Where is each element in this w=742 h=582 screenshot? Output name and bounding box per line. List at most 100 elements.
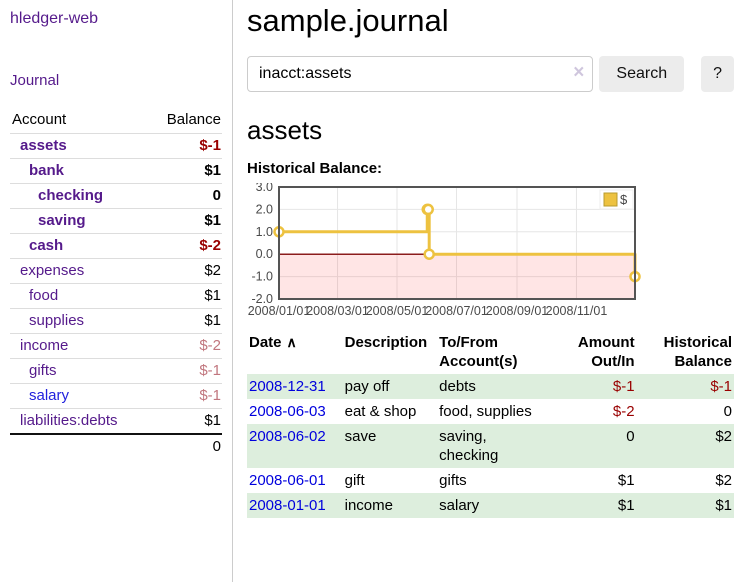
transaction-description: save	[338, 424, 434, 468]
accounts-total-row: 0	[10, 433, 222, 459]
transaction-balance: 0	[723, 403, 732, 420]
sort-asc-icon: ∧	[286, 334, 297, 350]
column-header-amount: Amount Out/In	[577, 334, 635, 370]
data-point-marker	[422, 203, 434, 216]
account-balance: $-1	[148, 133, 222, 159]
transaction-description: gift	[344, 472, 365, 489]
sidebar: hledger-web Journal Account Balance asse…	[0, 0, 233, 582]
help-button[interactable]: ?	[701, 56, 734, 92]
accounts-table: Account Balance assets $-1 bank $1 checking 0…	[10, 107, 222, 459]
transaction-date-link[interactable]: 2008-06-03	[249, 403, 326, 420]
accounts-header-account: Account	[12, 111, 67, 128]
transaction-description: pay off	[338, 374, 434, 399]
transaction-row: 2008-12-31 pay off debts $-1 $-1	[247, 374, 734, 399]
account-balance: $-1	[148, 358, 222, 384]
page-title: sample.journal	[247, 3, 449, 38]
account-link[interactable]: salary	[29, 387, 70, 404]
transaction-balance: $2	[715, 472, 732, 489]
account-row: supplies $1	[10, 308, 222, 334]
account-row: liabilities:debts $1	[10, 408, 222, 434]
account-title: assets	[247, 115, 323, 145]
data-point-marker	[423, 248, 435, 260]
account-row: expenses $2	[10, 258, 222, 284]
transaction-accounts: saving, checking	[433, 424, 565, 468]
clear-search-icon[interactable]: ×	[573, 62, 585, 83]
transaction-description: income	[338, 493, 434, 518]
accounts-total-value: 0	[148, 433, 222, 459]
transaction-date-link[interactable]: 2008-01-01	[249, 497, 326, 514]
transaction-amount: $-1	[564, 374, 641, 399]
account-balance: $1	[148, 408, 222, 434]
account-balance: 0	[148, 183, 222, 209]
transaction-accounts: gifts	[439, 472, 467, 489]
account-balance: $1	[148, 158, 222, 184]
search-form: × Search ?	[247, 56, 734, 92]
transaction-amount: $1	[617, 472, 635, 489]
search-input[interactable]	[247, 56, 594, 92]
account-balance: $-2	[148, 233, 222, 259]
account-link[interactable]: checking	[38, 187, 104, 204]
account-link[interactable]: saving	[38, 212, 86, 229]
account-balance: $1	[148, 283, 222, 309]
transaction-description: eat & shop	[344, 403, 417, 420]
account-balance: $-1	[148, 383, 222, 409]
y-tick-label: 3.0	[256, 183, 273, 194]
main-panel: sample.journal × Search ? assets Histori…	[234, 0, 742, 518]
account-balance: $-2	[148, 333, 222, 359]
chart-heading: Historical Balance:	[247, 160, 383, 177]
account-link[interactable]: cash	[29, 237, 64, 254]
account-link[interactable]: assets	[20, 137, 67, 154]
search-button[interactable]: Search	[599, 56, 685, 92]
x-tick-label: 2008/03/01	[306, 304, 369, 318]
transactions-table: Date ∧ Description To/From Account(s) Amo…	[247, 331, 734, 518]
legend-swatch	[603, 192, 618, 207]
x-tick-label: 2008/01/01	[248, 304, 311, 318]
transaction-date-link[interactable]: 2008-12-31	[249, 378, 326, 395]
transaction-amount: 0	[564, 424, 641, 468]
column-header-description: Description	[344, 334, 428, 351]
account-row: assets $-1	[10, 133, 222, 159]
account-link[interactable]: food	[29, 287, 59, 304]
column-header-balance: Historical Balance	[663, 334, 732, 370]
transaction-accounts: salary	[433, 493, 565, 518]
transaction-balance: $1	[640, 493, 734, 518]
y-tick-label: 0.0	[256, 247, 273, 261]
account-link[interactable]: supplies	[29, 312, 85, 329]
account-row: bank $1	[10, 158, 222, 184]
negative-region	[279, 254, 635, 299]
account-link[interactable]: bank	[29, 162, 65, 179]
account-link[interactable]: liabilities:debts	[20, 412, 118, 429]
y-tick-label: 1.0	[256, 225, 273, 239]
accounts-header-row: Account Balance	[10, 107, 222, 134]
account-link[interactable]: income	[20, 337, 69, 354]
x-tick-label: 2008/11/01	[546, 304, 608, 318]
transaction-date-link[interactable]: 2008-06-02	[249, 428, 326, 445]
account-link[interactable]: gifts	[29, 362, 57, 379]
y-tick-label: -1.0	[251, 270, 273, 284]
account-link[interactable]: expenses	[20, 262, 85, 279]
x-tick-label: 2008/07/01	[425, 304, 488, 318]
account-row: salary $-1	[10, 383, 222, 409]
transaction-balance: $2	[640, 424, 734, 468]
chart-border	[278, 186, 636, 300]
legend-label: $	[620, 192, 628, 207]
column-header-accounts: To/From Account(s)	[439, 334, 518, 370]
transaction-row: 2008-06-03 eat & shop food, supplies $-2 0	[247, 399, 734, 424]
account-balance: $2	[148, 258, 222, 284]
y-tick-label: -2.0	[251, 292, 273, 306]
transaction-date-link[interactable]: 2008-06-01	[249, 472, 326, 489]
brand-link[interactable]: hledger-web	[10, 10, 99, 27]
transaction-row: 2008-06-02 save saving, checking 0 $2	[247, 424, 734, 468]
account-row: checking 0	[10, 183, 222, 209]
transaction-accounts: debts	[433, 374, 565, 399]
transaction-amount: $-2	[612, 403, 635, 420]
sidebar-item-journal[interactable]: Journal	[10, 72, 60, 89]
historical-balance-chart: 3.0 2.0 1.0 0.0 -1.0 -2.02008/01/012008/03/01…	[248, 183, 641, 318]
x-tick-label: 2008/09/01	[486, 304, 549, 318]
column-header-date[interactable]: Date ∧	[249, 334, 297, 351]
y-tick-label: 2.0	[256, 202, 273, 216]
transaction-accounts: food, supplies	[439, 403, 532, 420]
account-row: gifts $-1	[10, 358, 222, 384]
transaction-amount: $1	[564, 493, 641, 518]
